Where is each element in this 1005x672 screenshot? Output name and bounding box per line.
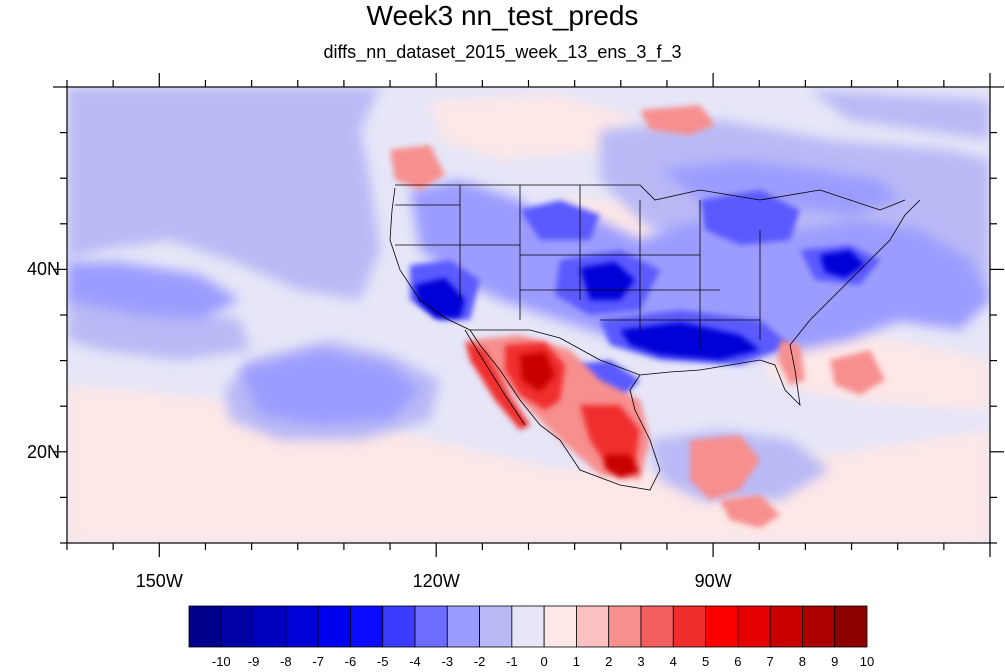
colorbar-swatch: [253, 605, 287, 648]
colorbar-label: 2: [605, 654, 613, 669]
colorbar-swatch: [511, 605, 545, 648]
colorbar-label: 9: [831, 654, 839, 669]
lon-tick-label: 120W: [412, 571, 460, 591]
chart-subtitle: diffs_nn_dataset_2015_week_13_ens_3_f_3: [323, 42, 682, 62]
colorbar-swatch: [479, 605, 513, 648]
colorbar: [188, 605, 868, 648]
lon-tick-label: 90W: [694, 571, 732, 591]
colorbar-swatch: [640, 605, 674, 648]
colorbar-swatch: [220, 605, 254, 648]
colorbar-label: -5: [376, 654, 389, 669]
lon-tick-label: 150W: [135, 571, 183, 591]
colorbar-label: -2: [473, 654, 486, 669]
colorbar-swatch: [543, 605, 577, 648]
axis-ticks: [53, 73, 1004, 557]
field-darkred-areas: [520, 352, 640, 478]
colorbar-swatch: [414, 605, 448, 648]
colorbar-swatch: [672, 605, 706, 648]
map-plot: [53, 73, 1004, 557]
colorbar-swatch: [188, 605, 222, 648]
colorbar-swatch: [834, 605, 868, 648]
colorbar-label: -3: [441, 654, 454, 669]
colorbar-label: -9: [247, 654, 260, 669]
colorbar-swatch: [608, 605, 642, 648]
chart-title: Week3 nn_test_preds: [366, 0, 639, 31]
colorbar-label: -7: [312, 654, 324, 669]
colorbar-swatch: [317, 605, 351, 648]
colorbar-label: -8: [280, 654, 292, 669]
colorbar-label: 7: [766, 654, 774, 669]
colorbar-swatch: [350, 605, 384, 648]
colorbar-label: -1: [506, 654, 518, 669]
colorbar-label: 4: [669, 654, 677, 669]
lat-tick-label: 40N: [26, 259, 60, 280]
colorbar-label: -6: [344, 654, 357, 669]
colorbar-label: -4: [409, 654, 421, 669]
lat-tick-label: 20N: [26, 441, 60, 462]
colorbar-swatch: [705, 605, 739, 648]
colorbar-label: 1: [572, 654, 581, 669]
colorbar-label: 0: [540, 654, 548, 669]
coastlines: [389, 184, 921, 491]
colorbar-swatch: [382, 605, 416, 648]
colorbar-label: 8: [798, 654, 807, 669]
colorbar-swatch: [446, 605, 480, 648]
colorbar-swatch: [285, 605, 319, 648]
colorbar-label: 6: [734, 654, 742, 669]
colorbar-swatch: [737, 605, 771, 648]
colorbar-label: 3: [637, 654, 645, 669]
colorbar-swatch: [576, 605, 610, 648]
colorbar-label: -10: [211, 654, 231, 669]
colorbar-label: 5: [701, 654, 710, 669]
colorbar-label: 10: [859, 654, 875, 669]
colorbar-swatch: [769, 605, 803, 648]
field-layer: [67, 87, 990, 543]
field-deep-blue-areas: [415, 250, 865, 360]
colorbar-swatch: [802, 605, 836, 648]
